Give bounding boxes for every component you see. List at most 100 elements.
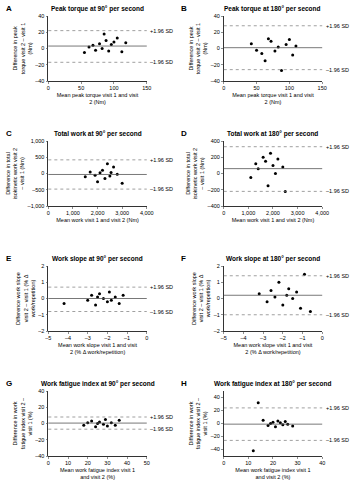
svg-text:0: 0 [41, 295, 44, 301]
svg-text:–1: –1 [299, 335, 305, 341]
svg-text:C: C [6, 129, 12, 138]
svg-text:Work slope at 90° per second: Work slope at 90° per second [52, 255, 143, 263]
svg-text:–1: –1 [124, 335, 130, 341]
svg-text:D: D [181, 129, 187, 138]
svg-text:–3: –3 [260, 335, 266, 341]
svg-text:Total work at 90° per second: Total work at 90° per second [54, 130, 142, 138]
svg-text:+1.96 SD: +1.96 SD [326, 405, 349, 411]
svg-text:–1.96 SD: –1.96 SD [326, 437, 349, 443]
svg-text:Difference in totalisokinetic: Difference in totalisokinetic work visit… [5, 148, 25, 199]
svg-text:+1.96 SD: +1.96 SD [326, 273, 349, 279]
svg-text:Difference in workfatigue inde: Difference in workfatigue index visit 2 … [12, 397, 32, 449]
svg-text:–5: –5 [221, 335, 227, 341]
svg-text:G: G [6, 379, 12, 388]
svg-text:0: 0 [41, 170, 44, 176]
svg-text:Difference work slopevisit 2 –: Difference work slopevisit 2 – visit 1 (… [15, 272, 35, 325]
svg-text:1,000: 1,000 [66, 210, 80, 216]
svg-text:100: 100 [109, 85, 118, 91]
svg-text:Peak torque at 90° per second: Peak torque at 90° per second [51, 5, 144, 13]
svg-text:2,000: 2,000 [266, 210, 280, 216]
svg-text:+1.96 SD: +1.96 SD [326, 144, 349, 150]
svg-text:1,000: 1,000 [31, 138, 45, 144]
svg-text:40: 40 [214, 13, 220, 19]
svg-text:20: 20 [214, 407, 220, 413]
svg-text:–500: –500 [32, 187, 44, 193]
svg-text:0: 0 [41, 45, 44, 51]
svg-text:2: 2 [41, 263, 44, 269]
svg-text:+1.96 SD: +1.96 SD [150, 28, 173, 34]
svg-text:–1.96 SD: –1.96 SD [326, 67, 349, 73]
svg-text:40: 40 [319, 460, 325, 466]
svg-text:40: 40 [38, 388, 44, 394]
svg-text:–20: –20 [35, 437, 44, 443]
svg-text:40: 40 [124, 460, 130, 466]
svg-text:3,000: 3,000 [115, 210, 129, 216]
svg-text:0: 0 [145, 335, 148, 341]
svg-text:A: A [6, 4, 12, 13]
svg-text:F: F [181, 254, 186, 263]
svg-text:30: 30 [295, 460, 301, 466]
svg-text:10: 10 [245, 460, 251, 466]
svg-text:–1: –1 [38, 312, 44, 318]
svg-text:Difference in totalisokinetic: Difference in totalisokinetic work visit… [185, 148, 205, 199]
svg-text:–2: –2 [214, 328, 220, 334]
svg-text:H: H [181, 379, 187, 388]
svg-text:Work fatigue index at 180° per: Work fatigue index at 180° per second [214, 380, 331, 388]
svg-text:2,000: 2,000 [91, 210, 105, 216]
svg-text:+1.96 SD: +1.96 SD [150, 414, 173, 420]
svg-text:4,000: 4,000 [140, 210, 154, 216]
svg-text:100: 100 [285, 85, 294, 91]
svg-text:Mean work visit 1 and visit 2: Mean work visit 1 and visit 2 (Nm) [56, 217, 139, 223]
svg-text:–4: –4 [240, 335, 246, 341]
svg-text:500: 500 [35, 154, 44, 160]
svg-text:–1: –1 [214, 312, 220, 318]
svg-text:–4: –4 [65, 335, 71, 341]
svg-text:Mean work visit 1 and visit 2: Mean work visit 1 and visit 2 (Nm) [232, 217, 315, 223]
svg-text:–1,000: –1,000 [28, 203, 45, 209]
svg-text:4,000: 4,000 [315, 210, 329, 216]
svg-text:0: 0 [217, 170, 220, 176]
svg-text:Difference in workfatigue inde: Difference in workfatigue index visit 2 … [188, 397, 208, 449]
svg-text:Mean work fatigue index visit: Mean work fatigue index visit 1and visit… [235, 467, 310, 480]
svg-text:50: 50 [144, 460, 150, 466]
svg-text:1: 1 [217, 279, 220, 285]
svg-text:–40: –40 [211, 446, 220, 452]
svg-text:+1.96 SD: +1.96 SD [150, 157, 173, 163]
svg-text:Total work at 180° per second: Total work at 180° per second [227, 130, 318, 138]
svg-text:–20: –20 [211, 433, 220, 439]
svg-text:50: 50 [78, 85, 84, 91]
svg-text:20: 20 [38, 29, 44, 35]
svg-text:0: 0 [47, 460, 50, 466]
svg-text:0: 0 [222, 460, 225, 466]
svg-text:50: 50 [254, 85, 260, 91]
svg-text:Mean work slope visit 1 and vi: Mean work slope visit 1 and visit2 (% Δ … [234, 342, 313, 355]
svg-text:–400: –400 [208, 203, 220, 209]
svg-text:–1.96 SD: –1.96 SD [326, 312, 349, 318]
svg-text:+1.96 SD: +1.96 SD [326, 23, 349, 29]
svg-text:0: 0 [217, 420, 220, 426]
svg-text:0: 0 [222, 85, 225, 91]
svg-text:E: E [6, 254, 12, 263]
svg-text:–2: –2 [104, 335, 110, 341]
svg-text:–5: –5 [45, 335, 51, 341]
svg-text:–1.96 SD: –1.96 SD [150, 186, 173, 192]
svg-text:20: 20 [214, 29, 220, 35]
svg-text:Mean work slope visit 1 and vi: Mean work slope visit 1 and visit2 (% Δ … [58, 342, 137, 355]
svg-text:Work slope at 180° per second: Work slope at 180° per second [226, 255, 320, 263]
svg-text:–40: –40 [35, 78, 44, 84]
svg-text:20: 20 [270, 460, 276, 466]
svg-text:0: 0 [47, 85, 50, 91]
svg-text:+1.96 SD: +1.96 SD [150, 284, 173, 290]
svg-text:30: 30 [104, 460, 110, 466]
svg-text:40: 40 [38, 13, 44, 19]
svg-text:3,000: 3,000 [291, 210, 305, 216]
svg-text:–1.96 SD: –1.96 SD [150, 59, 173, 65]
svg-text:10: 10 [65, 460, 71, 466]
svg-text:0: 0 [222, 210, 225, 216]
svg-text:40: 40 [214, 394, 220, 400]
svg-text:–200: –200 [208, 187, 220, 193]
svg-text:0: 0 [217, 295, 220, 301]
svg-text:–1.96 SD: –1.96 SD [150, 426, 173, 432]
svg-text:Mean peak torque visit 1 and v: Mean peak torque visit 1 and visit2 (Nm) [57, 92, 139, 105]
svg-text:150: 150 [142, 85, 151, 91]
